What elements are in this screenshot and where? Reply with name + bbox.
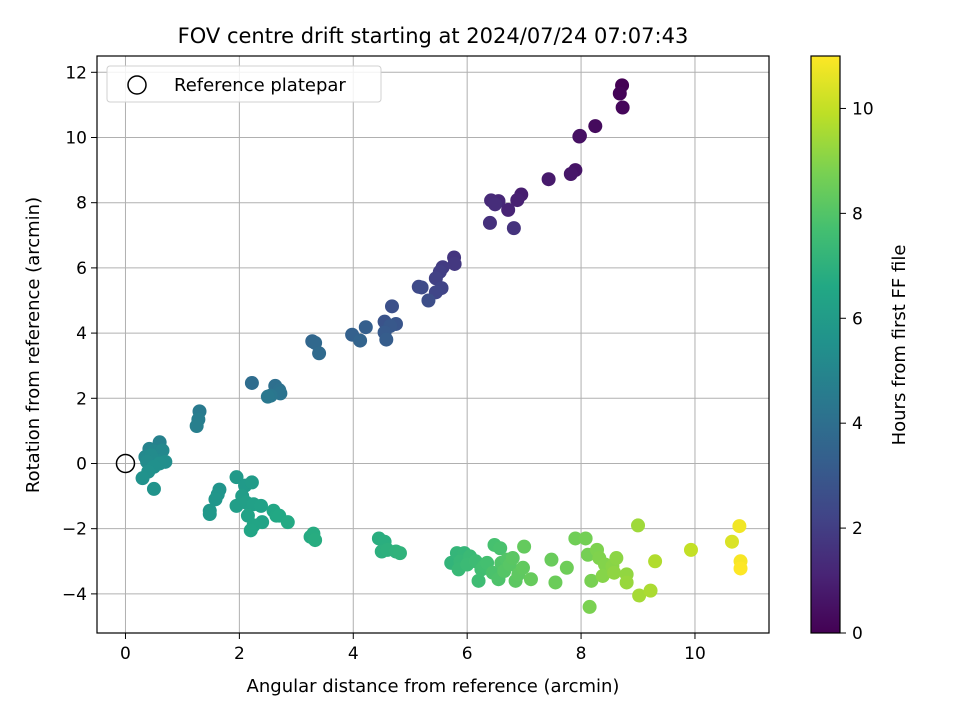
scatter-point bbox=[548, 575, 563, 590]
scatter-point bbox=[632, 588, 647, 603]
scatter-point bbox=[588, 119, 603, 134]
scatter-point bbox=[493, 541, 508, 556]
scatter-point bbox=[615, 100, 630, 115]
scatter-point bbox=[208, 492, 223, 507]
scatter-point bbox=[510, 193, 525, 208]
scatter-point bbox=[559, 560, 574, 575]
x-tick-label: 8 bbox=[576, 644, 587, 664]
scatter-point bbox=[135, 471, 150, 486]
y-tick-label: 0 bbox=[76, 454, 87, 474]
scatter-point bbox=[254, 498, 269, 513]
colorbar-tick-label: 6 bbox=[852, 309, 863, 329]
plot-frame bbox=[96, 55, 770, 634]
x-tick-label: 4 bbox=[348, 644, 359, 664]
scatter-point bbox=[392, 546, 407, 561]
y-axis-ticks: −4 −2 0 2 4 6 8 10 12 bbox=[62, 63, 97, 605]
colorbar-tick-label: 0 bbox=[852, 624, 863, 644]
scatter-point bbox=[643, 583, 658, 598]
legend-reference-marker bbox=[127, 75, 147, 95]
x-tick-label: 10 bbox=[684, 644, 706, 664]
legend-box bbox=[106, 65, 382, 103]
scatter-point bbox=[244, 475, 259, 490]
scatter-point bbox=[358, 320, 373, 335]
scatter-point bbox=[612, 86, 627, 101]
x-axis-label: Angular distance from reference (arcmin) bbox=[247, 676, 620, 697]
scatter-point bbox=[609, 551, 624, 566]
scatter-point bbox=[523, 572, 538, 587]
scatter-point bbox=[243, 523, 258, 538]
colorbar-ticks: 0 2 4 6 8 10 bbox=[840, 99, 874, 644]
x-tick-label: 6 bbox=[462, 644, 473, 664]
x-axis-ticks: 0 2 4 6 8 10 bbox=[120, 633, 706, 664]
scatter-point bbox=[517, 539, 532, 554]
scatter-point bbox=[488, 197, 503, 212]
scatter-point bbox=[447, 256, 462, 271]
y-tick-label: 4 bbox=[76, 324, 87, 344]
scatter-point bbox=[244, 375, 259, 390]
scatter-point bbox=[619, 575, 634, 590]
scatter-point bbox=[146, 481, 161, 496]
scatter-point bbox=[563, 167, 578, 182]
scatter-point bbox=[568, 531, 583, 546]
legend: Reference platepar bbox=[106, 65, 382, 103]
y-tick-label: 6 bbox=[76, 259, 87, 279]
scatter-point bbox=[631, 518, 646, 533]
scatter-point bbox=[578, 531, 593, 546]
chart-title: FOV centre drift starting at 2024/07/24 … bbox=[178, 24, 689, 48]
scatter-point bbox=[280, 515, 295, 530]
scatter-point bbox=[471, 573, 486, 588]
scatter-point bbox=[229, 470, 244, 485]
x-tick-label: 2 bbox=[234, 644, 245, 664]
scatter-point bbox=[732, 519, 747, 534]
scatter-point bbox=[648, 554, 663, 569]
scatter-point bbox=[379, 332, 394, 347]
scatter-point bbox=[584, 573, 599, 588]
y-tick-label: 2 bbox=[76, 389, 87, 409]
y-tick-label: −4 bbox=[62, 585, 87, 605]
scatter-point bbox=[308, 533, 323, 548]
scatter-point bbox=[541, 172, 556, 187]
colorbar-label: Hours from first FF file bbox=[889, 245, 910, 446]
y-tick-label: 10 bbox=[65, 128, 87, 148]
scatter-points bbox=[135, 78, 748, 614]
colorbar bbox=[810, 55, 841, 634]
scatter-point bbox=[683, 542, 698, 557]
scatter-point bbox=[515, 560, 530, 575]
scatter-point bbox=[482, 215, 497, 230]
colorbar-tick-label: 10 bbox=[852, 99, 874, 119]
scatter-point bbox=[384, 299, 399, 314]
colorbar-tick-label: 4 bbox=[852, 414, 863, 434]
scatter-point bbox=[312, 346, 327, 361]
scatter-point bbox=[414, 280, 429, 295]
scatter-point bbox=[544, 552, 559, 567]
y-tick-label: −2 bbox=[62, 520, 87, 540]
scatter-point bbox=[582, 599, 597, 614]
scatter-point bbox=[189, 418, 204, 433]
scatter-point bbox=[733, 561, 748, 576]
y-tick-label: 12 bbox=[65, 63, 87, 83]
scatter-point bbox=[202, 507, 217, 522]
reference-platepar-marker bbox=[115, 453, 136, 474]
scatter-point bbox=[572, 128, 587, 143]
colorbar-tick-label: 8 bbox=[852, 204, 863, 224]
y-axis-label: Rotation from reference (arcmin) bbox=[23, 197, 44, 493]
colorbar-tick-label: 2 bbox=[852, 519, 863, 539]
scatter-point bbox=[506, 221, 521, 236]
legend-entry-reference: Reference platepar bbox=[174, 75, 346, 96]
scatter-point bbox=[353, 333, 368, 348]
scatter-point bbox=[260, 389, 275, 404]
scatter-point bbox=[595, 568, 610, 583]
scatter-point bbox=[724, 534, 739, 549]
scatter-point bbox=[501, 202, 516, 217]
x-tick-label: 0 bbox=[120, 644, 131, 664]
scatter-point bbox=[607, 565, 622, 580]
scatter-point bbox=[421, 293, 436, 308]
scatter-point bbox=[505, 551, 520, 566]
y-tick-label: 8 bbox=[76, 194, 87, 214]
grid-lines bbox=[97, 56, 769, 633]
